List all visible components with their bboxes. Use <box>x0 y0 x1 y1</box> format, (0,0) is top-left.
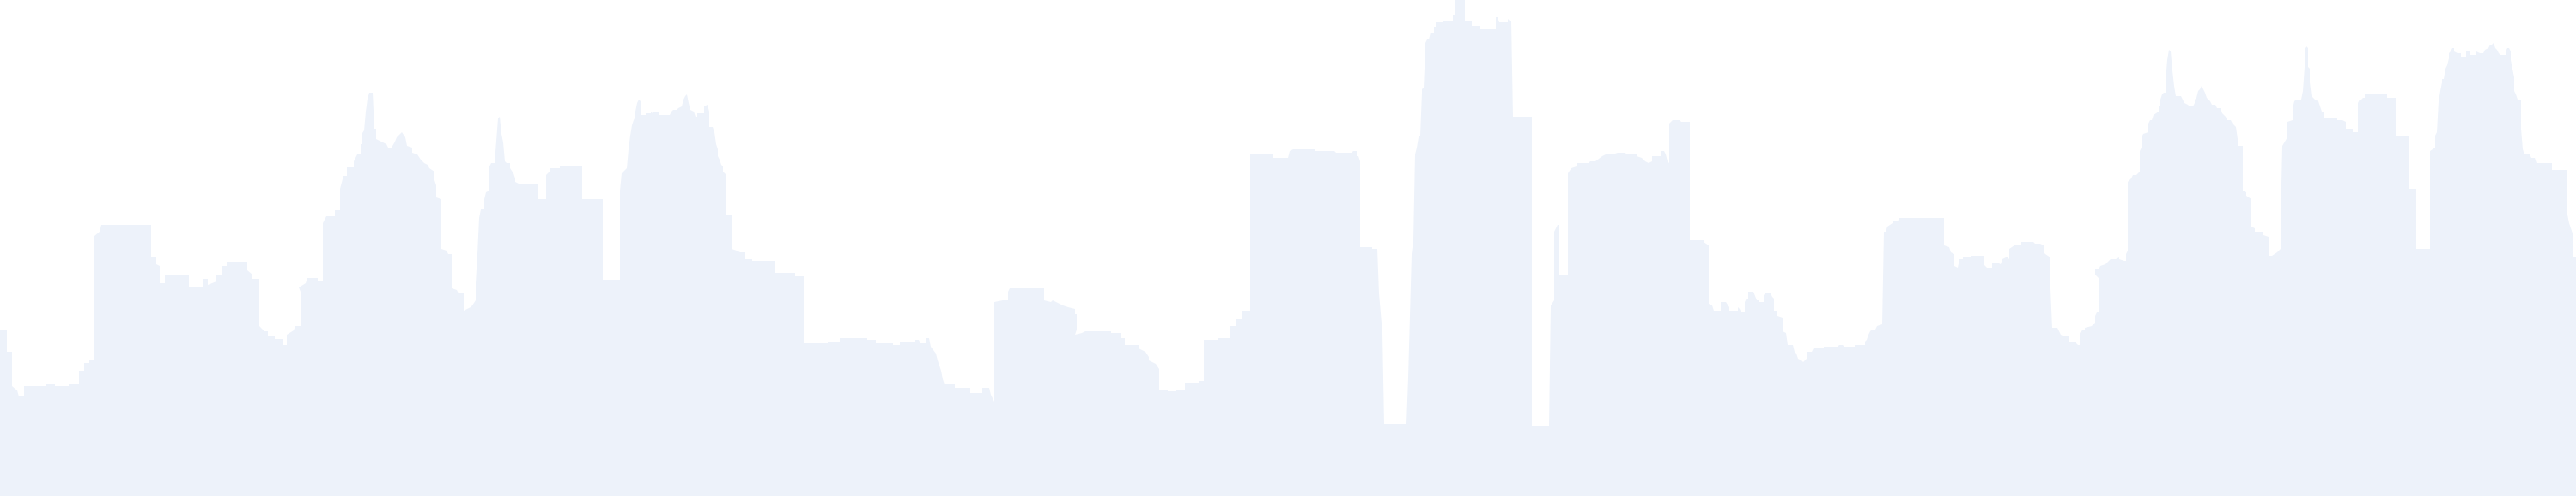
skyline-canvas <box>0 0 2576 496</box>
city-skyline-silhouette <box>0 0 2576 496</box>
skyline-path <box>0 0 2576 496</box>
